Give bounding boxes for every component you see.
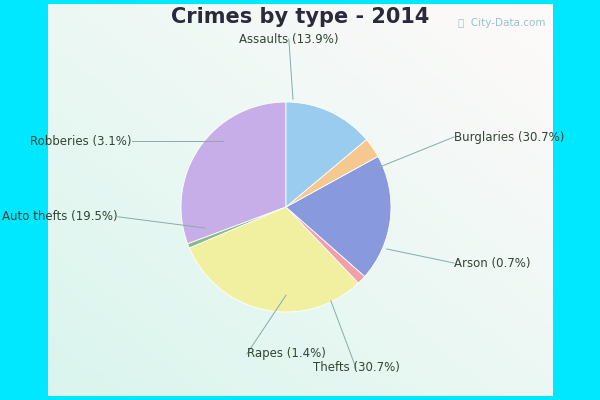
Text: Rapes (1.4%): Rapes (1.4%) [247,348,326,360]
Wedge shape [188,207,286,248]
Text: Robberies (3.1%): Robberies (3.1%) [31,135,132,148]
Wedge shape [286,140,378,207]
Text: Auto thefts (19.5%): Auto thefts (19.5%) [2,210,118,223]
Text: ⓘ  City-Data.com: ⓘ City-Data.com [458,18,545,28]
Wedge shape [286,102,367,207]
Wedge shape [286,156,391,276]
Wedge shape [181,102,286,244]
Wedge shape [190,207,358,312]
Wedge shape [286,207,365,283]
Text: Assaults (13.9%): Assaults (13.9%) [239,32,338,46]
Text: Arson (0.7%): Arson (0.7%) [454,256,530,270]
Text: Burglaries (30.7%): Burglaries (30.7%) [454,130,565,144]
Text: Crimes by type - 2014: Crimes by type - 2014 [171,7,429,27]
Text: Thefts (30.7%): Thefts (30.7%) [313,362,400,374]
